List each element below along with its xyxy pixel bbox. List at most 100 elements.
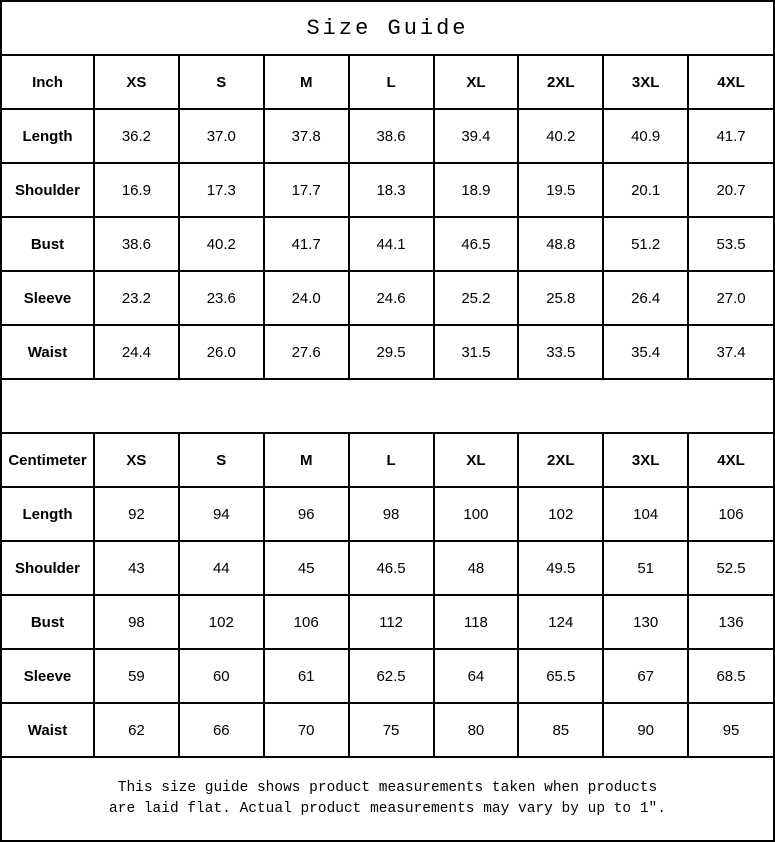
measurement-row: Shoulder 43 44 45 46.5 48 49.5 51 52.5 xyxy=(2,540,773,596)
measurement-value-cell: 25.8 xyxy=(517,270,605,326)
inch-size-table: Inch XS S M L XL 2XL 3XL 4XL Length 36.2 3… xyxy=(2,56,773,380)
measurement-value-cell: 60 xyxy=(177,648,265,704)
size-header-cell: M xyxy=(262,432,350,488)
measurement-value-cell: 106 xyxy=(687,486,773,542)
size-header-cell: XS xyxy=(93,432,180,488)
measurement-label-cell: Length xyxy=(2,486,95,542)
measurement-value-cell: 136 xyxy=(687,594,773,650)
size-header-cell: 2XL xyxy=(517,56,605,110)
measurement-value-cell: 37.4 xyxy=(687,324,773,380)
measurement-value-cell: 75 xyxy=(347,702,435,758)
measurement-value-cell: 45 xyxy=(262,540,350,596)
size-header-cell: L xyxy=(347,56,435,110)
measurement-value-cell: 51 xyxy=(602,540,690,596)
measurement-value-cell: 98 xyxy=(93,594,180,650)
measurement-row: Bust 98 102 106 112 118 124 130 136 xyxy=(2,594,773,650)
measurement-value-cell: 92 xyxy=(93,486,180,542)
measurement-value-cell: 27.0 xyxy=(687,270,773,326)
measurement-value-cell: 62.5 xyxy=(347,648,435,704)
measurement-value-cell: 112 xyxy=(347,594,435,650)
measurement-value-cell: 18.3 xyxy=(347,162,435,218)
measurement-value-cell: 24.0 xyxy=(262,270,350,326)
measurement-value-cell: 20.1 xyxy=(602,162,690,218)
measurement-value-cell: 17.7 xyxy=(262,162,350,218)
size-header-cell: S xyxy=(177,432,265,488)
measurement-value-cell: 37.0 xyxy=(177,108,265,164)
measurement-label-cell: Waist xyxy=(2,324,95,380)
measurement-label-cell: Sleeve xyxy=(2,648,95,704)
measurement-value-cell: 104 xyxy=(602,486,690,542)
measurement-value-cell: 41.7 xyxy=(262,216,350,272)
measurement-value-cell: 40.9 xyxy=(602,108,690,164)
measurement-value-cell: 35.4 xyxy=(602,324,690,380)
size-header-cell: 4XL xyxy=(687,56,773,110)
measurement-value-cell: 17.3 xyxy=(177,162,265,218)
measurement-value-cell: 31.5 xyxy=(432,324,520,380)
measurement-value-cell: 18.9 xyxy=(432,162,520,218)
size-header-cell: S xyxy=(177,56,265,110)
measurement-value-cell: 20.7 xyxy=(687,162,773,218)
measurement-value-cell: 29.5 xyxy=(347,324,435,380)
size-header-cell: 4XL xyxy=(687,432,773,488)
measurement-value-cell: 100 xyxy=(432,486,520,542)
measurement-value-cell: 70 xyxy=(262,702,350,758)
measurement-value-cell: 53.5 xyxy=(687,216,773,272)
measurement-value-cell: 68.5 xyxy=(687,648,773,704)
size-header-cell: L xyxy=(347,432,435,488)
measurement-value-cell: 96 xyxy=(262,486,350,542)
measurement-value-cell: 61 xyxy=(262,648,350,704)
measurement-value-cell: 24.4 xyxy=(93,324,180,380)
measurement-label-cell: Bust xyxy=(2,216,95,272)
measurement-value-cell: 27.6 xyxy=(262,324,350,380)
table-separator-gap xyxy=(2,380,773,432)
measurement-value-cell: 67 xyxy=(602,648,690,704)
measurement-value-cell: 66 xyxy=(177,702,265,758)
measurement-value-cell: 46.5 xyxy=(347,540,435,596)
unit-header-cell: Inch xyxy=(2,56,95,110)
size-header-cell: XL xyxy=(432,56,520,110)
measurement-value-cell: 44.1 xyxy=(347,216,435,272)
measurement-label-cell: Length xyxy=(2,108,95,164)
cm-header-row: Centimeter XS S M L XL 2XL 3XL 4XL xyxy=(2,432,773,488)
inch-header-row: Inch XS S M L XL 2XL 3XL 4XL xyxy=(2,56,773,110)
measurement-row: Bust 38.6 40.2 41.7 44.1 46.5 48.8 51.2 53.5 xyxy=(2,216,773,272)
measurement-value-cell: 106 xyxy=(262,594,350,650)
measurement-value-cell: 37.8 xyxy=(262,108,350,164)
size-header-cell: 2XL xyxy=(517,432,605,488)
measurement-label-cell: Shoulder xyxy=(2,162,95,218)
measurement-value-cell: 48 xyxy=(432,540,520,596)
measurement-value-cell: 98 xyxy=(347,486,435,542)
size-header-cell: 3XL xyxy=(602,56,690,110)
measurement-label-cell: Sleeve xyxy=(2,270,95,326)
measurement-value-cell: 44 xyxy=(177,540,265,596)
measurement-value-cell: 62 xyxy=(93,702,180,758)
measurement-row: Length 36.2 37.0 37.8 38.6 39.4 40.2 40.9 41.7 xyxy=(2,108,773,164)
measurement-value-cell: 43 xyxy=(93,540,180,596)
measurement-row: Length 92 94 96 98 100 102 104 106 xyxy=(2,486,773,542)
measurement-value-cell: 48.8 xyxy=(517,216,605,272)
measurement-row: Sleeve 23.2 23.6 24.0 24.6 25.2 25.8 26.4 27.0 xyxy=(2,270,773,326)
measurement-row: Shoulder 16.9 17.3 17.7 18.3 18.9 19.5 20.1 20.7 xyxy=(2,162,773,218)
measurement-value-cell: 46.5 xyxy=(432,216,520,272)
measurement-value-cell: 59 xyxy=(93,648,180,704)
measurement-value-cell: 52.5 xyxy=(687,540,773,596)
measurement-value-cell: 95 xyxy=(687,702,773,758)
measurement-value-cell: 26.4 xyxy=(602,270,690,326)
measurement-value-cell: 38.6 xyxy=(93,216,180,272)
measurement-row: Waist 24.4 26.0 27.6 29.5 31.5 33.5 35.4 37.4 xyxy=(2,324,773,380)
measurement-value-cell: 23.6 xyxy=(177,270,265,326)
measurement-value-cell: 64 xyxy=(432,648,520,704)
page-title: Size Guide xyxy=(306,15,469,41)
measurement-value-cell: 26.0 xyxy=(177,324,265,380)
size-header-cell: XL xyxy=(432,432,520,488)
measurement-value-cell: 90 xyxy=(602,702,690,758)
size-header-cell: XS xyxy=(93,56,180,110)
measurement-row: Waist 62 66 70 75 80 85 90 95 xyxy=(2,702,773,758)
measurement-label-cell: Shoulder xyxy=(2,540,95,596)
centimeter-size-table: Centimeter XS S M L XL 2XL 3XL 4XL Lengt… xyxy=(2,432,773,758)
measurement-value-cell: 102 xyxy=(177,594,265,650)
measurement-value-cell: 33.5 xyxy=(517,324,605,380)
size-header-cell: M xyxy=(262,56,350,110)
measurement-value-cell: 65.5 xyxy=(517,648,605,704)
